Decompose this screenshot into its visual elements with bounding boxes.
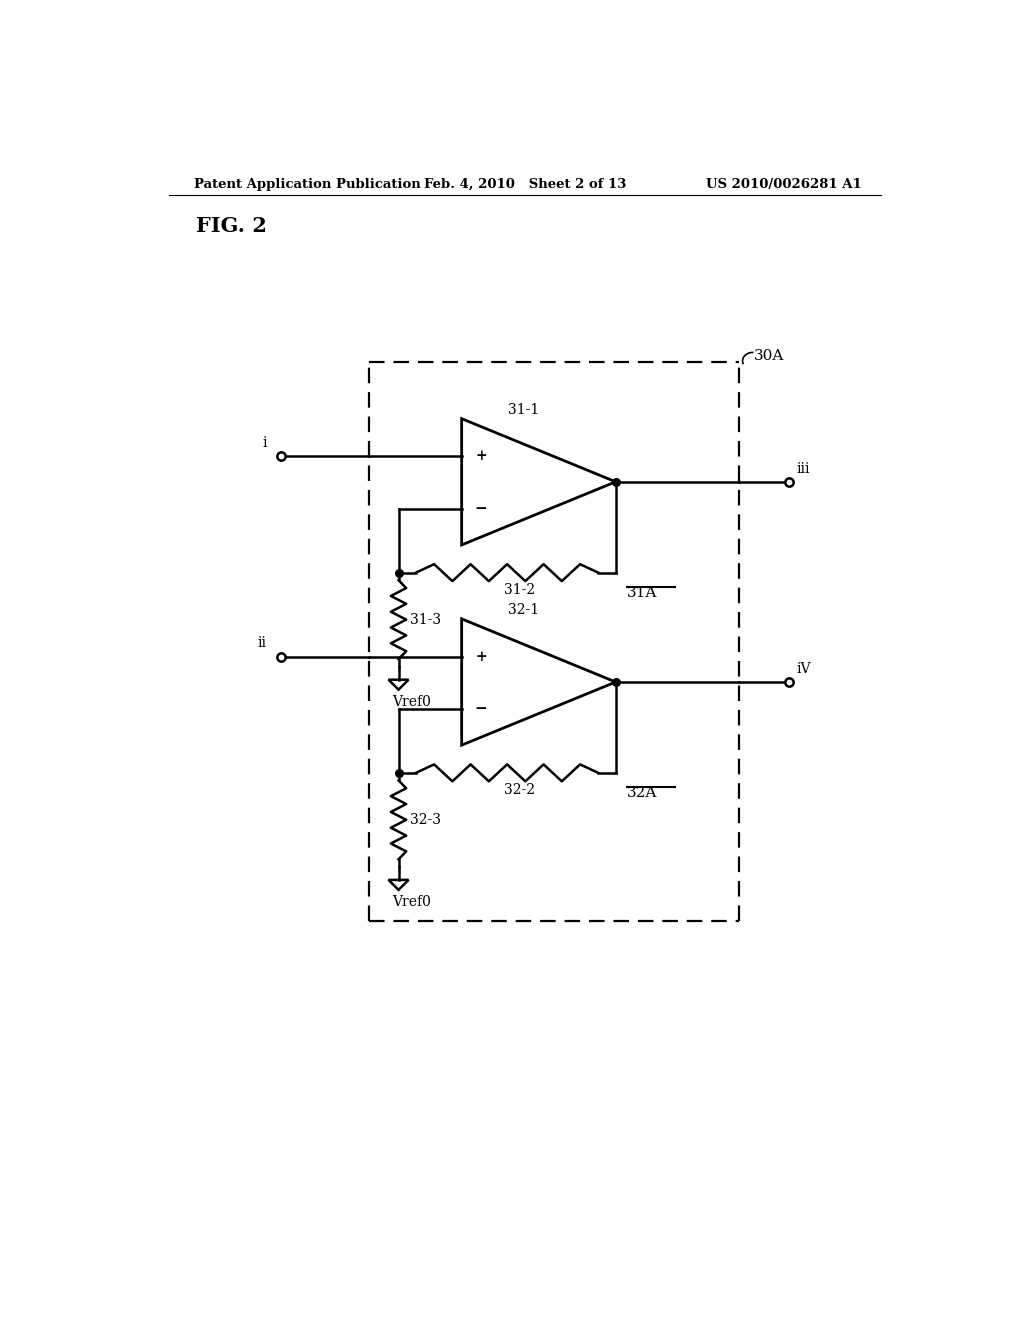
Polygon shape — [462, 619, 615, 744]
Text: ii: ii — [258, 636, 267, 651]
Text: 32-1: 32-1 — [508, 603, 539, 618]
Text: iV: iV — [797, 661, 811, 676]
Text: 32-3: 32-3 — [410, 813, 441, 826]
Text: 31-2: 31-2 — [504, 582, 536, 597]
Text: 31-1: 31-1 — [508, 403, 539, 417]
Text: 31-3: 31-3 — [410, 612, 441, 627]
Text: 30A: 30A — [755, 350, 784, 363]
Text: iii: iii — [797, 462, 810, 475]
Text: i: i — [262, 436, 267, 450]
Text: Patent Application Publication: Patent Application Publication — [194, 178, 421, 190]
Polygon shape — [462, 418, 615, 545]
Text: −: − — [474, 702, 487, 715]
Text: Vref0: Vref0 — [392, 696, 431, 709]
Text: 32A: 32A — [628, 785, 657, 800]
Text: US 2010/0026281 A1: US 2010/0026281 A1 — [707, 178, 862, 190]
Text: 32-2: 32-2 — [504, 783, 535, 797]
Text: +: + — [475, 449, 486, 463]
Text: +: + — [475, 649, 486, 664]
Text: Vref0: Vref0 — [392, 895, 431, 909]
Text: −: − — [474, 502, 487, 516]
Text: FIG. 2: FIG. 2 — [196, 216, 267, 236]
Text: 31A: 31A — [628, 586, 657, 599]
Text: Feb. 4, 2010   Sheet 2 of 13: Feb. 4, 2010 Sheet 2 of 13 — [424, 178, 626, 190]
